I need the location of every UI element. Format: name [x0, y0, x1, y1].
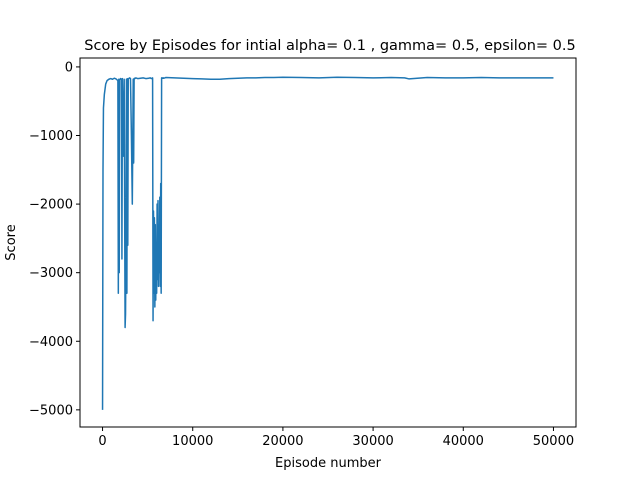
- y-axis-ticks: 0 −1000 −2000 −3000 −4000 −5000: [29, 60, 80, 418]
- y-tick-label: −2000: [29, 198, 73, 213]
- y-tick-label: −1000: [29, 129, 73, 144]
- score-series-line: [101, 76, 554, 410]
- x-axis-ticks: 0 10000 20000 30000 40000 50000: [98, 427, 574, 449]
- y-axis-label: Score: [4, 224, 19, 260]
- chart-title: Score by Episodes for intial alpha= 0.1 …: [84, 38, 575, 54]
- plot-area: [101, 76, 554, 410]
- x-tick-label: 30000: [352, 434, 393, 449]
- x-tick-label: 0: [98, 434, 106, 449]
- x-tick-label: 40000: [443, 434, 484, 449]
- x-tick-label: 20000: [262, 434, 303, 449]
- x-tick-label: 50000: [533, 434, 574, 449]
- y-tick-label: −5000: [29, 403, 73, 418]
- axes-frame: [79, 57, 577, 428]
- y-tick-label: −4000: [29, 335, 73, 350]
- x-tick-label: 10000: [172, 434, 213, 449]
- y-tick-label: −3000: [29, 266, 73, 281]
- x-axis-label: Episode number: [275, 456, 382, 471]
- y-tick-label: 0: [65, 60, 73, 75]
